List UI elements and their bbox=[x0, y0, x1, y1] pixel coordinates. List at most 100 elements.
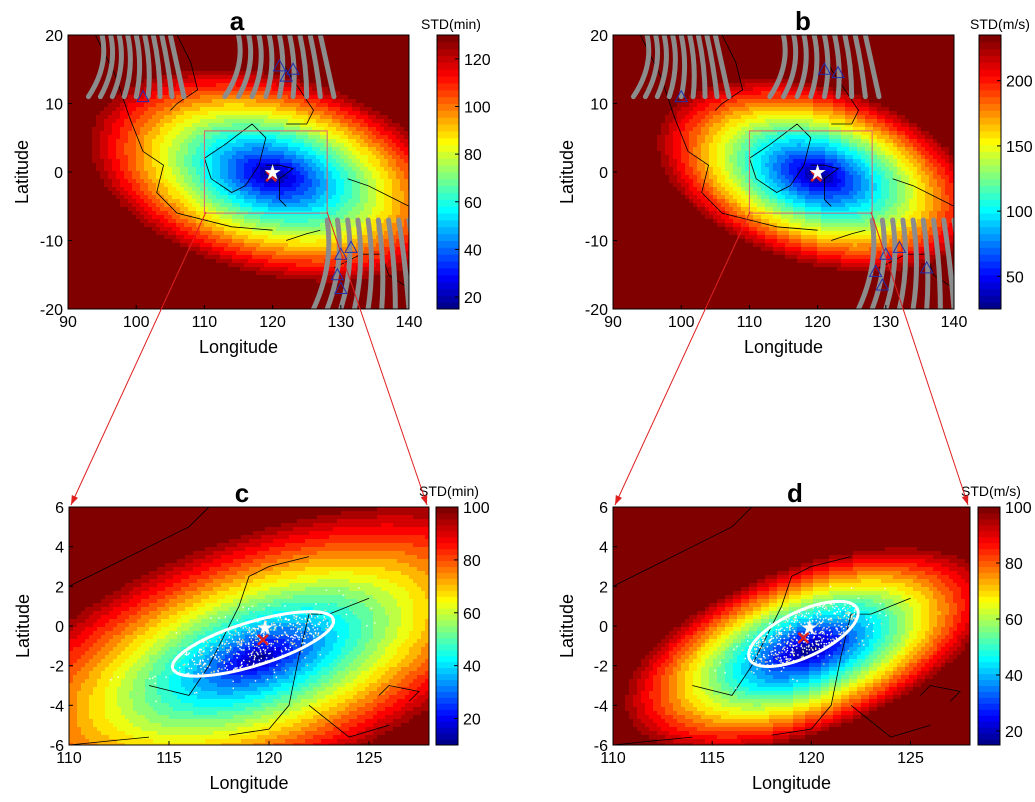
scatter-point bbox=[763, 654, 765, 656]
colorbar-band bbox=[437, 82, 459, 91]
scatter-point bbox=[736, 645, 738, 648]
orbit-track bbox=[869, 217, 887, 309]
scatter-point bbox=[775, 635, 777, 637]
colorbar-frame bbox=[978, 34, 1002, 310]
scatter-point bbox=[831, 619, 833, 621]
x-tick-label: 115 bbox=[699, 750, 725, 767]
orbit-track bbox=[338, 217, 353, 309]
scatter-point bbox=[263, 634, 265, 637]
scatter-point bbox=[314, 632, 317, 634]
colorbar-band bbox=[437, 267, 459, 276]
station-triangle bbox=[868, 264, 883, 277]
zoom-arrowhead bbox=[420, 495, 428, 505]
scatter-point bbox=[823, 645, 826, 647]
scatter-point bbox=[234, 629, 236, 631]
scatter-point bbox=[292, 624, 295, 626]
scatter-point bbox=[210, 646, 212, 649]
scatter-point bbox=[796, 639, 798, 641]
scatter-point bbox=[374, 622, 376, 624]
colorbar-band bbox=[979, 288, 1001, 296]
scatter-point bbox=[186, 673, 188, 675]
scatter-point bbox=[293, 617, 296, 619]
scatter-point bbox=[810, 632, 813, 634]
coastline-segment bbox=[692, 556, 852, 696]
scatter-point bbox=[848, 618, 850, 620]
scatter-point bbox=[833, 603, 835, 605]
scatter-point bbox=[221, 653, 224, 656]
scatter-point bbox=[299, 623, 301, 626]
y-tick-label: 20 bbox=[590, 28, 608, 45]
scatter-point bbox=[826, 627, 828, 630]
colorbar-band bbox=[437, 89, 459, 98]
scatter-point bbox=[204, 667, 206, 670]
scatter-point bbox=[239, 644, 241, 646]
scatter-point bbox=[735, 687, 737, 689]
colorbar-band bbox=[978, 691, 1000, 698]
colorbar-band bbox=[979, 295, 1001, 303]
orbit-track bbox=[941, 217, 954, 309]
station-triangle bbox=[344, 240, 358, 253]
scatter-point bbox=[825, 608, 828, 610]
scatter-point bbox=[813, 633, 816, 635]
scatter-point bbox=[764, 641, 766, 643]
scatter-point bbox=[211, 648, 213, 651]
scatter-point bbox=[758, 639, 760, 642]
scatter-point bbox=[792, 678, 794, 681]
colorbar-band bbox=[436, 524, 458, 532]
colorbar-band bbox=[978, 673, 1000, 681]
colorbar-band bbox=[436, 614, 458, 621]
scatter-point bbox=[802, 656, 804, 658]
scatter-point bbox=[828, 654, 831, 656]
scatter-point bbox=[313, 636, 315, 638]
scatter-point bbox=[252, 641, 254, 643]
heatmap-field bbox=[69, 507, 429, 745]
colorbar-band bbox=[436, 637, 458, 645]
scatter-point bbox=[783, 667, 785, 669]
scatter-point bbox=[300, 631, 302, 633]
scatter-point bbox=[110, 679, 112, 681]
scatter-point bbox=[230, 662, 232, 664]
scatter-point bbox=[778, 639, 780, 642]
scatter-point bbox=[789, 624, 792, 626]
scatter-point bbox=[835, 605, 837, 608]
scatter-point bbox=[254, 680, 257, 682]
x-tick-label: 100 bbox=[668, 314, 695, 331]
scatter-point bbox=[290, 628, 292, 630]
scatter-point bbox=[815, 619, 817, 622]
scatter-point bbox=[239, 647, 241, 650]
scatter-point bbox=[306, 633, 308, 635]
colorbar-band bbox=[978, 739, 1000, 746]
station-triangle bbox=[136, 89, 150, 103]
scatter-point bbox=[258, 659, 260, 661]
orbit-track bbox=[931, 217, 943, 309]
scatter-point bbox=[879, 602, 881, 605]
scatter-point bbox=[759, 658, 762, 660]
scatter-point bbox=[207, 658, 209, 660]
coastline-segment bbox=[613, 736, 693, 745]
scatter-point bbox=[838, 608, 840, 610]
scatter-point bbox=[237, 653, 240, 655]
scatter-point bbox=[301, 626, 303, 628]
scatter-point bbox=[774, 649, 777, 651]
scatter-point bbox=[851, 614, 854, 617]
scatter-point bbox=[784, 646, 786, 648]
scatter-point bbox=[220, 639, 222, 641]
scatter-point bbox=[816, 616, 819, 618]
scatter-point bbox=[325, 627, 327, 630]
scatter-point bbox=[257, 628, 259, 630]
y-tick-label: 20 bbox=[45, 28, 63, 45]
scatter-point bbox=[764, 657, 767, 659]
scatter-point bbox=[221, 643, 223, 645]
scatter-point bbox=[236, 652, 238, 655]
scatter-point bbox=[285, 648, 287, 651]
scatter-point bbox=[808, 644, 810, 647]
scatter-point bbox=[753, 644, 756, 647]
scatter-point bbox=[790, 639, 793, 641]
colorbar-band bbox=[437, 178, 459, 187]
scatter-point bbox=[248, 660, 251, 663]
scatter-point bbox=[198, 651, 200, 653]
y-tick-label: -4 bbox=[50, 698, 64, 715]
colorbar-band bbox=[436, 691, 458, 698]
scatter-point bbox=[154, 675, 156, 678]
scatter-point bbox=[774, 652, 777, 655]
